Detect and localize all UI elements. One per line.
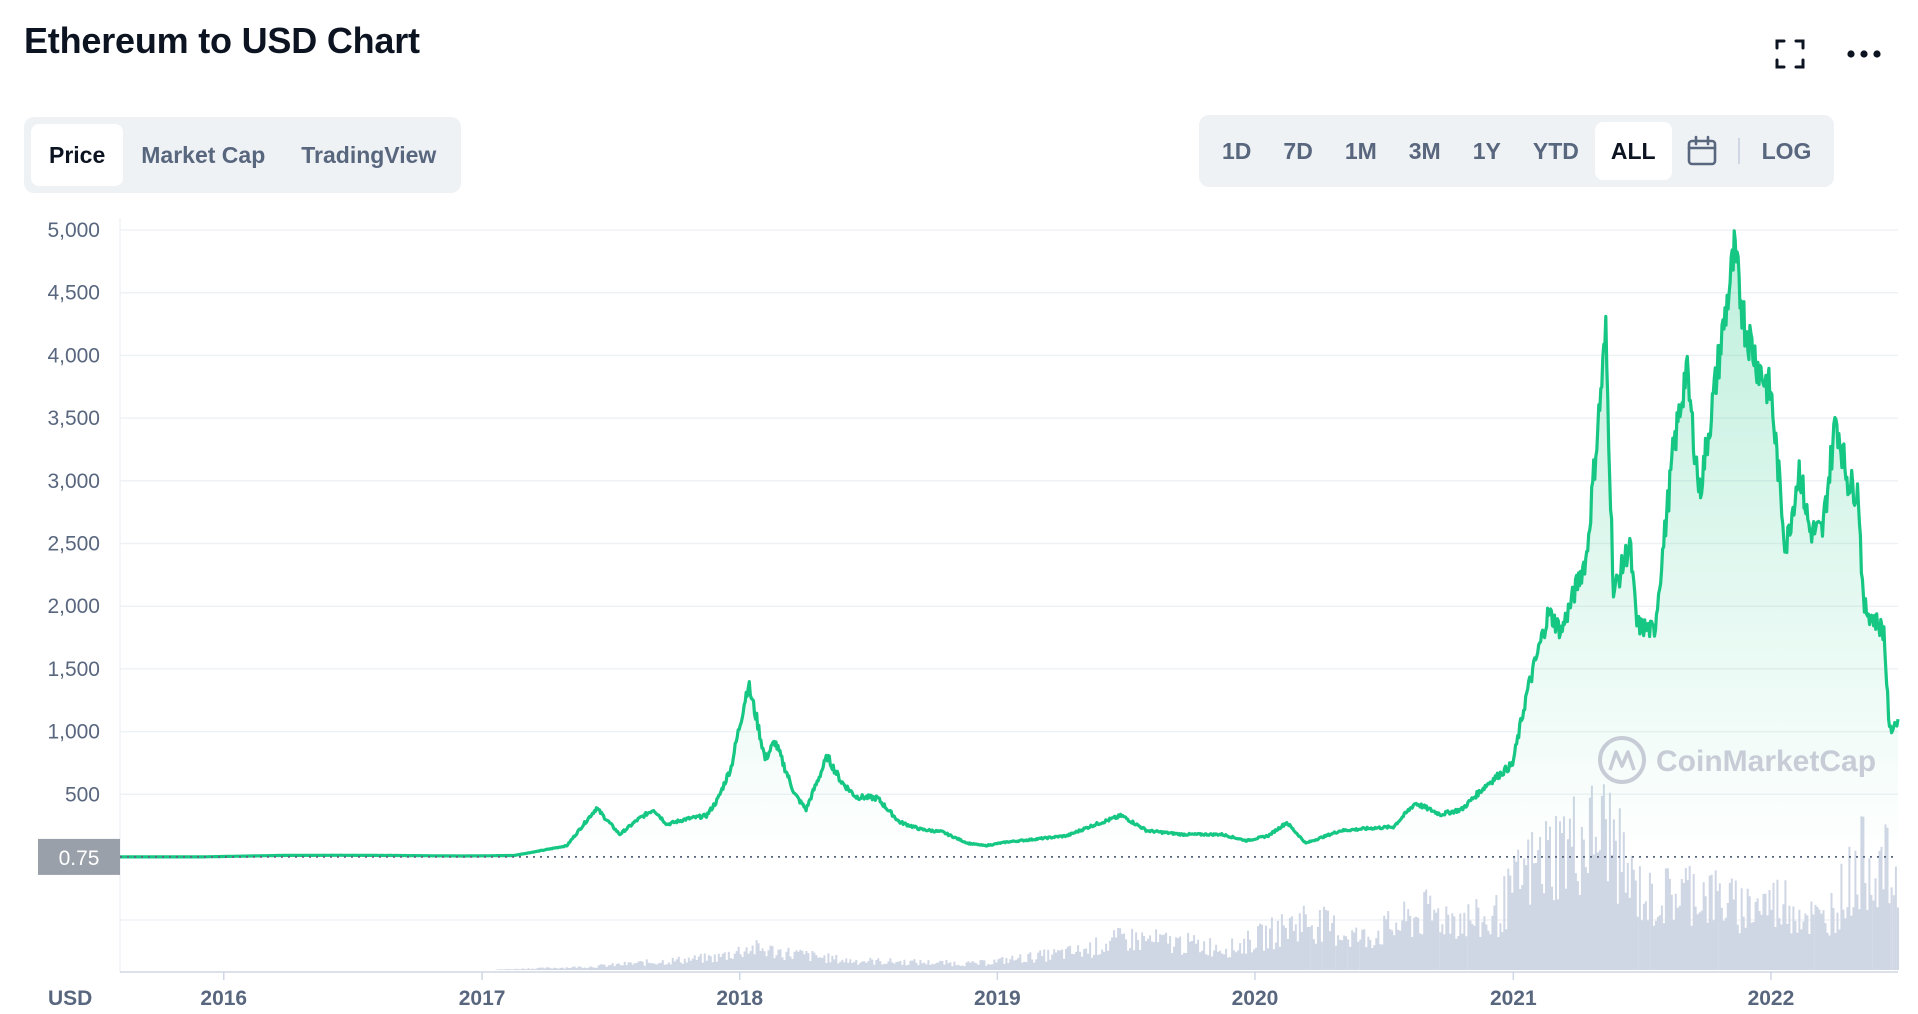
x-tick-label: 2021 [1490,987,1537,1010]
date-picker-button[interactable] [1672,122,1732,180]
y-tick-label: 500 [65,783,100,806]
range-3m[interactable]: 3M [1408,137,1441,164]
page-title: Ethereum to USD Chart [24,20,420,61]
watermark-text: CoinMarketCap [1656,745,1876,778]
more-options-button[interactable] [1844,34,1884,74]
y-tick-label: 3,000 [47,470,100,493]
tab-market-cap[interactable]: Market Cap [141,141,266,168]
chart-type-tabs: Price Market Cap TradingView [24,117,462,193]
range-1d[interactable]: 1D [1222,137,1252,164]
range-1m[interactable]: 1M [1344,137,1377,164]
currency-label: USD [48,987,92,1010]
y-tick-label: 5,000 [47,219,100,242]
x-tick-label: 2016 [200,987,247,1010]
range-7d[interactable]: 7D [1283,137,1313,164]
current-price-label: 0.75 [59,847,100,870]
x-tick-label: 2018 [716,987,763,1010]
coinmarketcap-logo-icon [1598,736,1646,784]
tab-tradingview[interactable]: TradingView [301,141,437,168]
fullscreen-icon [1775,39,1805,69]
y-tick-label: 3,500 [47,407,100,430]
coinmarketcap-logo-mark [1608,750,1636,771]
y-tick-label: 2,000 [47,595,100,618]
y-tick-label: 2,500 [47,533,100,556]
range-separator [1737,138,1740,164]
range-ytd[interactable]: YTD [1532,137,1579,164]
y-tick-label: 1,000 [47,721,100,744]
x-tick-label: 2017 [459,987,506,1010]
y-tick-label: 1,500 [47,658,100,681]
current-price-badge [38,838,120,875]
tab-price[interactable]: Price [31,124,124,186]
volume-bars [495,784,1899,970]
fullscreen-button[interactable] [1770,34,1810,74]
y-tick-label: 4,000 [47,344,100,367]
x-tick-label: 2019 [974,987,1021,1010]
price-line [119,229,1900,859]
x-tick-label: 2022 [1748,987,1795,1010]
more-icon [1847,50,1881,58]
x-tick-label: 2020 [1232,987,1279,1010]
log-scale-toggle[interactable]: LOG [1761,137,1812,164]
watermark: CoinMarketCap [1598,736,1876,784]
price-area [120,230,1898,858]
range-all[interactable]: ALL [1594,122,1672,180]
range-1y[interactable]: 1Y [1472,137,1501,164]
y-tick-label: 4,500 [47,282,100,305]
time-range-selector: 1D 7D 1M 3M 1Y YTD ALL LOG [1199,115,1835,187]
calendar-icon [1687,135,1716,166]
